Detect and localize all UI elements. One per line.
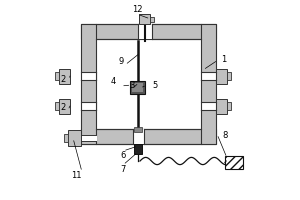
Bar (133, 129, 143, 144)
Text: 6: 6 (120, 150, 126, 160)
Bar (64, 134, 68, 142)
Text: 7: 7 (120, 164, 126, 173)
Text: 2: 2 (60, 75, 66, 84)
Bar (81, 24, 96, 144)
Bar (81, 24, 216, 39)
Bar (227, 102, 231, 110)
Bar (200, 102, 217, 110)
Bar (81, 129, 216, 144)
Text: 9: 9 (118, 56, 124, 66)
Text: 1: 1 (221, 55, 226, 64)
Bar (96, 39, 201, 129)
Text: 4: 4 (110, 77, 116, 86)
Bar (68, 130, 81, 146)
Text: 11: 11 (71, 171, 81, 180)
Bar (134, 144, 142, 154)
Bar (59, 99, 70, 114)
Bar (200, 72, 217, 80)
Bar (80, 102, 97, 110)
Text: 5: 5 (152, 81, 158, 90)
Text: 12: 12 (132, 5, 142, 15)
Bar (225, 156, 243, 169)
Bar (55, 72, 59, 80)
Bar (55, 102, 59, 110)
Bar (216, 68, 227, 84)
Bar (59, 68, 70, 84)
Bar (151, 17, 154, 22)
Bar (131, 82, 142, 92)
Text: 2: 2 (60, 104, 66, 112)
Bar (227, 72, 231, 80)
Bar (80, 135, 97, 141)
Bar (216, 99, 227, 114)
Bar (201, 24, 216, 144)
Bar (140, 14, 151, 24)
Bar (134, 127, 142, 132)
Bar (138, 24, 152, 39)
Bar (80, 72, 97, 80)
Text: 3: 3 (129, 81, 135, 90)
Bar (130, 81, 145, 94)
Text: 8: 8 (222, 132, 228, 140)
